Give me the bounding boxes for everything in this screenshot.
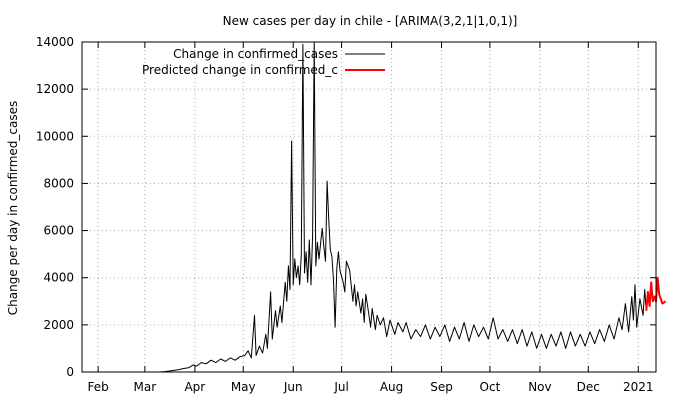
legend-label: Predicted change in confirmed_c	[142, 63, 338, 77]
y-tick-label: 4000	[43, 271, 74, 285]
legend-label: Change in confirmed_cases	[173, 47, 338, 61]
x-tick-label: Apr	[184, 380, 205, 394]
y-tick-label: 2000	[43, 318, 74, 332]
y-tick-label: 0	[66, 365, 74, 379]
chart-title: New cases per day in chile - [ARIMA(3,2,…	[223, 14, 518, 28]
plot-frame	[81, 41, 657, 373]
x-tick-label: May	[231, 380, 256, 394]
x-tick-label: Nov	[528, 380, 551, 394]
series-lines	[148, 41, 667, 373]
x-tick-label: Mar	[134, 380, 157, 394]
x-tick-label: Jun	[283, 380, 303, 394]
x-tick-label: Oct	[480, 380, 501, 394]
y-axis-label: Change per day in confirmed_cases	[6, 101, 20, 316]
x-tick-label: Feb	[87, 380, 108, 394]
x-tick-label: Dec	[577, 380, 600, 394]
series-line-1	[645, 276, 667, 311]
axis-ticks: 0 2000 4000 6000 8000 10000 12000 14000 Feb Mar Ap…	[36, 35, 656, 394]
x-tick-label: 2021	[623, 380, 654, 394]
legend: Change in confirmed_cases Predicted chang…	[142, 47, 385, 77]
grid	[82, 42, 656, 372]
x-tick-label: Sep	[430, 380, 453, 394]
y-tick-label: 10000	[36, 129, 74, 143]
y-tick-label: 8000	[43, 176, 74, 190]
series-line-0	[148, 41, 647, 373]
y-tick-label: 14000	[36, 35, 74, 49]
y-tick-label: 12000	[36, 82, 74, 96]
x-tick-label: Aug	[380, 380, 403, 394]
x-tick-label: Jul	[333, 380, 348, 394]
y-tick-label: 6000	[43, 224, 74, 238]
